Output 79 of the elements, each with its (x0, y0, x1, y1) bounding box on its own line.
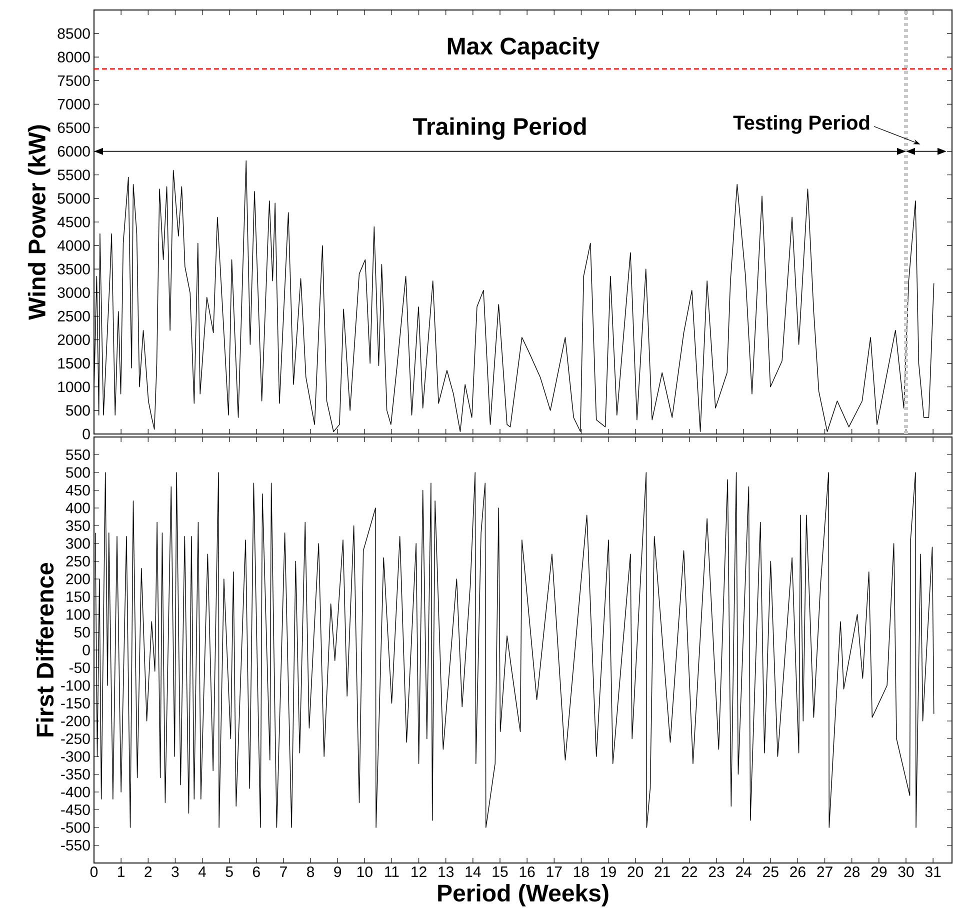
y-tick-label: 500 (66, 467, 90, 478)
x-tick-label: 27 (817, 866, 832, 877)
y-tick-label: 8000 (58, 52, 90, 62)
x-tick-label: 13 (438, 866, 454, 878)
y-tick-label: 7000 (58, 98, 90, 110)
y-tick-label: 2000 (58, 334, 90, 346)
x-tick-label: 1 (118, 866, 125, 877)
x-tick-label: 30 (898, 866, 914, 878)
annotation: Testing Period (733, 115, 870, 134)
x-tick-label: 9 (334, 866, 342, 878)
y-tick-label: 550 (66, 449, 90, 460)
x-tick-label: 26 (790, 866, 806, 878)
y-tick-label: 0 (82, 644, 90, 656)
y-tick-label: 4000 (57, 240, 90, 251)
x-tick-label: 10 (357, 866, 372, 878)
x-tick-label: 22 (682, 866, 698, 877)
y-tick-label: 4500 (57, 216, 90, 228)
x-tick-label: 3 (172, 866, 179, 878)
x-tick-label: 24 (736, 866, 752, 877)
y-tick-label: -300 (61, 751, 90, 762)
x-tick-label: 21 (654, 866, 670, 877)
x-axis-title: Period (Weeks) (438, 884, 608, 906)
y-tick-label: 5000 (58, 193, 90, 204)
y-tick-label: 6500 (58, 122, 90, 134)
annotation: Training Period (412, 117, 586, 140)
x-tick-label: 4 (198, 866, 206, 877)
x-tick-label: 25 (763, 866, 778, 878)
y-axis-title: First Difference (36, 562, 54, 736)
y-tick-label: 50 (74, 626, 90, 638)
x-tick-label: 31 (925, 866, 941, 878)
y-axis-title: Wind Power (kW) (28, 125, 50, 320)
y-tick-label: 250 (66, 556, 90, 567)
x-tick-label: 11 (385, 866, 399, 877)
x-tick-label: 0 (90, 866, 98, 878)
x-tick-label: 8 (307, 866, 314, 878)
y-tick-label: 450 (66, 484, 90, 496)
y-tick-label: 500 (66, 405, 90, 416)
y-tick-label: -50 (69, 662, 90, 674)
y-tick-label: -400 (61, 786, 90, 798)
y-tick-label: -450 (61, 804, 90, 816)
y-tick-label: 3000 (58, 287, 90, 298)
y-tick-label: 400 (66, 502, 90, 514)
y-tick-label: -500 (61, 822, 90, 833)
y-tick-label: -250 (61, 733, 90, 744)
y-tick-label: 8500 (58, 28, 90, 39)
y-tick-label: 1000 (58, 382, 90, 392)
y-tick-label: -100 (61, 680, 90, 691)
x-tick-label: 28 (844, 866, 860, 878)
y-tick-label: 350 (66, 520, 90, 532)
y-tick-label: 300 (66, 538, 90, 549)
y-tick-label: 7500 (58, 75, 90, 86)
y-tick-label: 100 (66, 609, 90, 620)
x-tick-label: 15 (492, 866, 508, 877)
x-tick-label: 17 (546, 866, 562, 877)
x-tick-label: 12 (412, 866, 426, 877)
y-tick-label: -200 (61, 716, 90, 726)
x-tick-label: 23 (708, 866, 724, 878)
y-tick-label: 0 (82, 428, 90, 440)
x-tick-label: 16 (520, 866, 535, 878)
x-tick-label: 20 (628, 866, 644, 878)
y-tick-label: 5500 (58, 170, 90, 180)
y-tick-label: 1500 (58, 358, 90, 369)
y-tick-label: 3500 (58, 264, 90, 274)
x-tick-label: 29 (871, 866, 887, 878)
y-tick-label: 200 (66, 574, 90, 584)
ref-line-label: Max Capacity (448, 36, 600, 60)
x-tick-label: 2 (144, 866, 152, 877)
y-tick-label: -550 (61, 840, 90, 851)
x-tick-label: 14 (466, 866, 481, 877)
x-tick-label: 19 (601, 866, 616, 878)
x-tick-label: 7 (280, 866, 287, 877)
y-tick-label: 150 (66, 591, 90, 602)
x-tick-label: 6 (252, 866, 260, 878)
x-tick-label: 5 (226, 866, 233, 877)
x-tick-label: 18 (574, 866, 589, 878)
y-tick-label: 6000 (58, 146, 90, 157)
y-tick-label: 2500 (58, 310, 90, 322)
y-tick-label: -350 (61, 768, 90, 780)
y-tick-label: -150 (61, 698, 90, 709)
